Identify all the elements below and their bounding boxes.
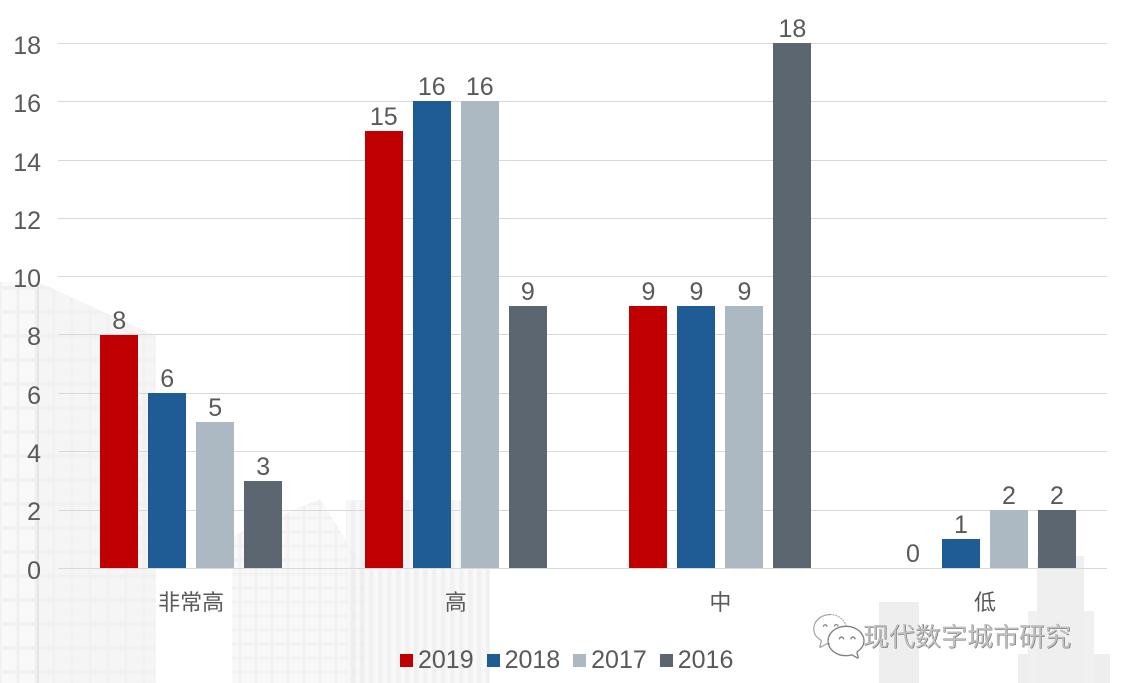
svg-text:现代数字城市研究: 现代数字城市研究 [863,622,1071,652]
